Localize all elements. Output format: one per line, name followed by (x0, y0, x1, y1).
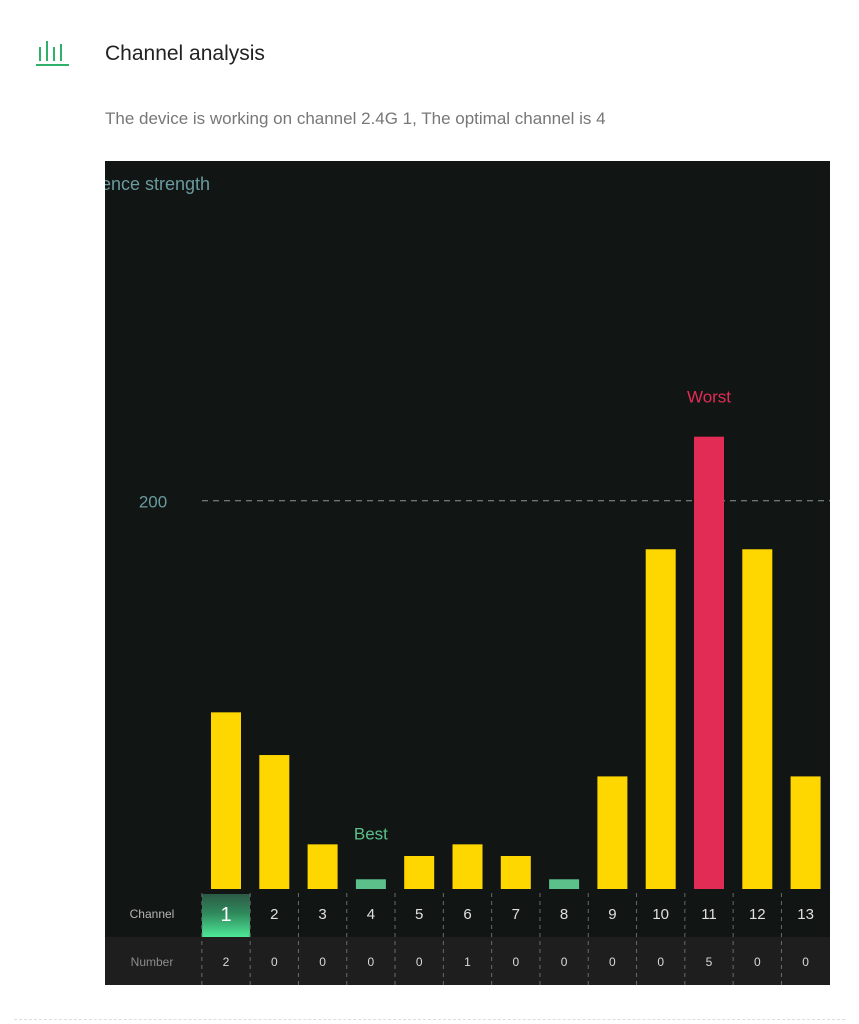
bar-channel-12 (742, 549, 773, 889)
bar-channel-5 (404, 855, 435, 889)
bar-channel-1 (211, 712, 241, 889)
y-axis-label: ence strength (105, 174, 210, 194)
y-tick-label: 200 (139, 493, 167, 512)
icon-bar (60, 44, 62, 61)
channel-count-label: 1 (464, 955, 471, 969)
channel-tick-label: 11 (701, 906, 717, 923)
current-channel-highlight (202, 894, 250, 937)
best-label: Best (354, 824, 388, 843)
page-title: Channel analysis (105, 42, 265, 65)
channel-count-label: 0 (271, 955, 278, 969)
channel-count-label: 2 (223, 955, 230, 969)
channel-tick-label: 2 (270, 906, 278, 923)
channel-tick-label: 5 (415, 906, 423, 923)
number-row-label: Number (131, 955, 174, 969)
channel-count-label: 0 (561, 955, 568, 969)
channel-chart-svg: ence strength Channel Number 200 1220304… (105, 161, 830, 985)
icon-underline (36, 64, 69, 66)
channel-tick-label: 8 (560, 906, 568, 923)
channel-tick-label: 3 (318, 906, 326, 923)
channel-tick-label: 6 (463, 906, 471, 923)
channel-status-text: The device is working on channel 2.4G 1,… (105, 109, 606, 128)
channel-row-label: Channel (130, 907, 175, 921)
icon-bar (39, 47, 41, 61)
channel-count-label: 0 (609, 955, 616, 969)
signal-bars-icon (36, 38, 70, 73)
channel-tick-label: 9 (608, 906, 616, 923)
channel-tick-label: 1 (220, 904, 231, 926)
icon-bar (53, 47, 55, 61)
bar-channel-7 (500, 855, 531, 889)
channel-tick-label: 12 (749, 906, 766, 923)
bar-channel-13 (790, 776, 821, 889)
bar-channel-2 (259, 755, 290, 889)
bar-channel-10 (645, 549, 676, 889)
channel-count-label: 5 (706, 955, 713, 969)
bar-channel-8 (549, 879, 580, 889)
bar-channel-6 (452, 844, 483, 889)
worst-label: Worst (687, 388, 731, 407)
channel-count-label: 0 (319, 955, 326, 969)
bar-channel-9 (597, 776, 628, 889)
icon-bar (46, 41, 48, 61)
section-divider (14, 1019, 845, 1020)
channel-count-label: 0 (754, 955, 761, 969)
channel-count-label: 0 (368, 955, 375, 969)
channel-count-label: 0 (657, 955, 664, 969)
channel-count-label: 0 (416, 955, 423, 969)
channel-count-label: 0 (512, 955, 519, 969)
channel-count-label: 0 (802, 955, 809, 969)
bar-channel-3 (307, 844, 338, 889)
channel-tick-label: 13 (797, 906, 814, 923)
section-header: Channel analysis The device is working o… (0, 0, 859, 128)
bar-channel-4 (355, 879, 386, 889)
number-row-band (105, 937, 830, 985)
channel-tick-label: 7 (512, 906, 520, 923)
channel-tick-label: 4 (367, 906, 375, 923)
bar-channel-11 (694, 436, 724, 889)
channel-tick-label: 10 (652, 906, 669, 923)
